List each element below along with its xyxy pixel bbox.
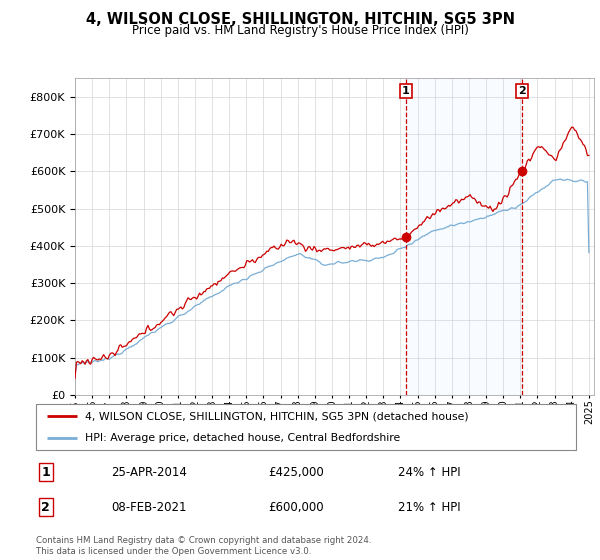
Text: 2: 2 bbox=[518, 86, 526, 96]
Text: 4, WILSON CLOSE, SHILLINGTON, HITCHIN, SG5 3PN: 4, WILSON CLOSE, SHILLINGTON, HITCHIN, S… bbox=[86, 12, 515, 27]
Text: £425,000: £425,000 bbox=[268, 466, 324, 479]
Text: 24% ↑ HPI: 24% ↑ HPI bbox=[398, 466, 460, 479]
Text: Price paid vs. HM Land Registry's House Price Index (HPI): Price paid vs. HM Land Registry's House … bbox=[131, 24, 469, 37]
Bar bbox=[406, 78, 522, 395]
Text: Contains HM Land Registry data © Crown copyright and database right 2024.
This d: Contains HM Land Registry data © Crown c… bbox=[36, 536, 371, 556]
Text: 1: 1 bbox=[402, 86, 410, 96]
Text: 25-APR-2014: 25-APR-2014 bbox=[112, 466, 187, 479]
Text: 2: 2 bbox=[41, 501, 50, 514]
Text: 4, WILSON CLOSE, SHILLINGTON, HITCHIN, SG5 3PN (detached house): 4, WILSON CLOSE, SHILLINGTON, HITCHIN, S… bbox=[85, 411, 468, 421]
Text: 1: 1 bbox=[41, 466, 50, 479]
Text: 21% ↑ HPI: 21% ↑ HPI bbox=[398, 501, 460, 514]
Text: 08-FEB-2021: 08-FEB-2021 bbox=[112, 501, 187, 514]
Text: £600,000: £600,000 bbox=[268, 501, 324, 514]
FancyBboxPatch shape bbox=[36, 404, 576, 450]
Text: HPI: Average price, detached house, Central Bedfordshire: HPI: Average price, detached house, Cent… bbox=[85, 433, 400, 443]
